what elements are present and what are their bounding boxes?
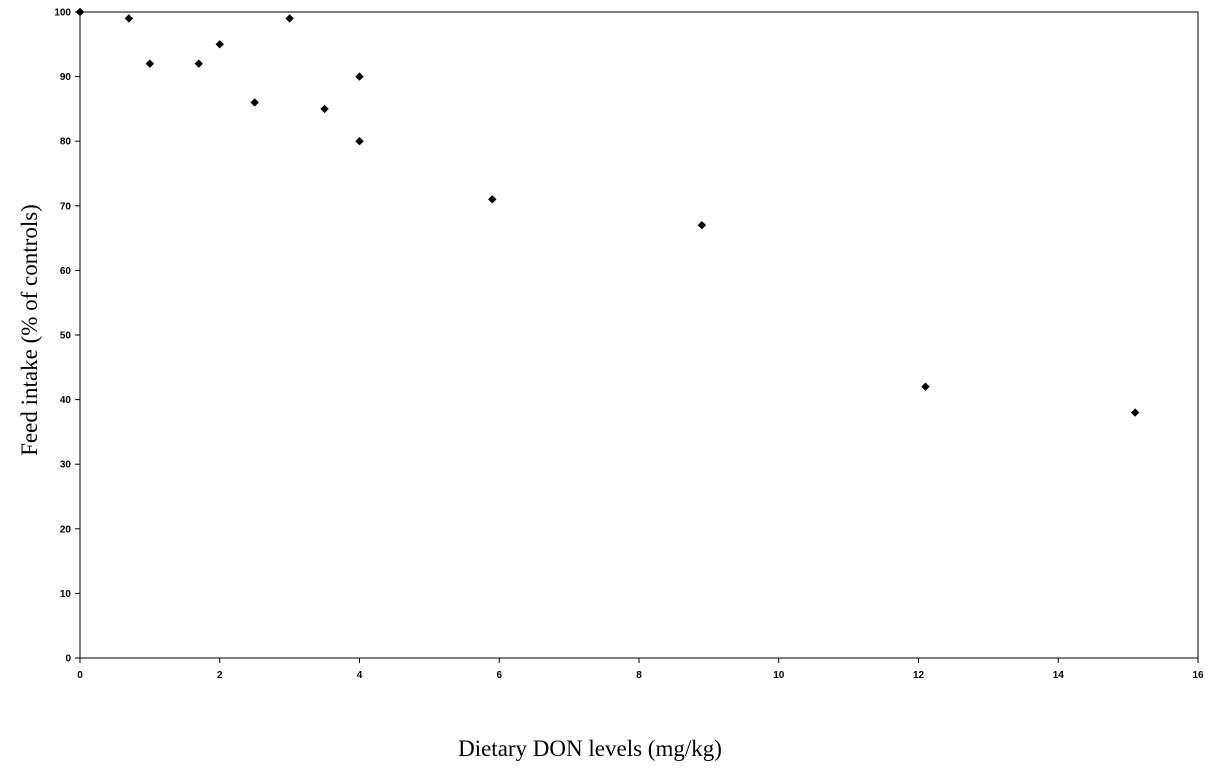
x-axis-title: Dietary DON levels (mg/kg) [458, 736, 722, 761]
data-point [697, 220, 707, 230]
y-tick-label: 50 [60, 331, 72, 342]
y-tick-label: 30 [60, 460, 72, 471]
data-point [921, 382, 930, 391]
x-tick-label: 4 [357, 670, 363, 681]
x-axis-ticks: 0 2 4 6 8 10 12 14 16 [77, 658, 1204, 681]
plot-frame [79, 11, 1199, 659]
x-tick-label: 10 [773, 670, 785, 681]
y-tick-label: 0 [65, 654, 71, 665]
data-point [1130, 408, 1140, 417]
y-tick-label: 10 [60, 589, 72, 600]
x-tick-label: 2 [217, 670, 223, 681]
data-point [250, 98, 259, 107]
x-tick-label: 14 [1053, 670, 1065, 681]
data-point [320, 104, 329, 114]
x-tick-label: 16 [1192, 670, 1204, 681]
y-tick-label: 90 [60, 72, 72, 83]
x-tick-label: 6 [496, 670, 502, 681]
data-point [124, 14, 134, 23]
y-tick-label: 40 [60, 395, 72, 406]
y-tick-label: 70 [60, 201, 72, 212]
y-axis-title: Feed intake (% of controls) [17, 204, 42, 456]
y-tick-label: 60 [60, 266, 72, 277]
data-points [75, 7, 1140, 417]
x-tick-label: 0 [77, 670, 83, 681]
data-point [488, 195, 497, 204]
y-tick-label: 100 [54, 8, 71, 19]
y-tick-label: 20 [60, 524, 72, 535]
data-point [355, 137, 364, 146]
data-point [194, 59, 203, 68]
data-point [145, 59, 155, 68]
x-tick-label: 12 [913, 670, 925, 681]
data-point [285, 14, 294, 23]
data-point [75, 7, 85, 17]
y-tick-label: 80 [60, 137, 72, 148]
data-point [215, 40, 224, 49]
x-tick-label: 8 [636, 670, 642, 681]
y-axis-ticks: 0 10 20 30 40 50 60 70 80 90 100 [54, 8, 80, 665]
data-point [355, 72, 364, 81]
